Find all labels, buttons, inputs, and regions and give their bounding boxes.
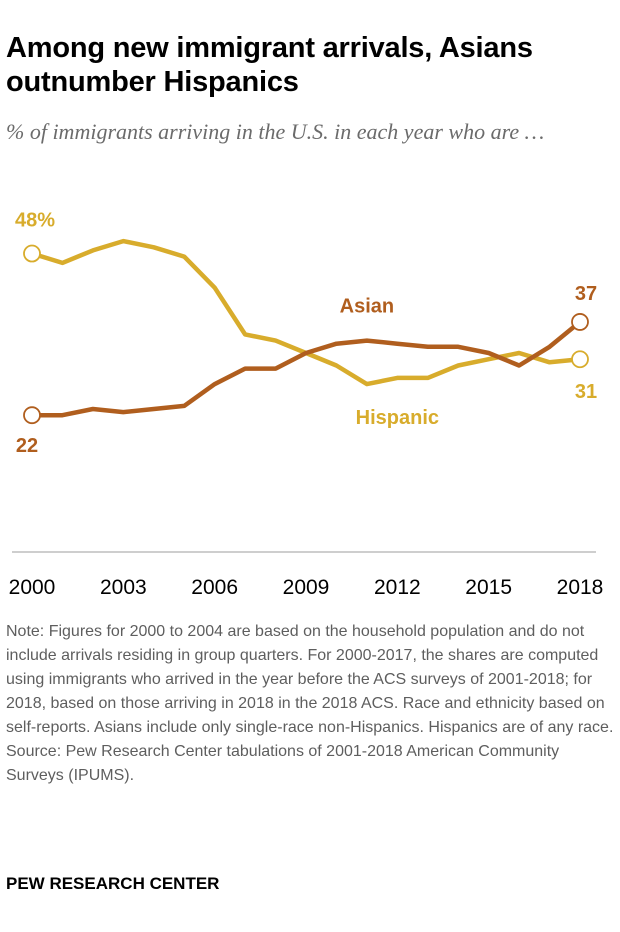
hispanic-start-label: 48% (15, 210, 55, 232)
asian-start-label: 22 (16, 435, 38, 457)
x-tick-label: 2003 (100, 576, 147, 599)
x-axis-ticks: 2000 2003 2006 2009 2012 2015 2018 (9, 576, 604, 599)
hispanic-end-marker (571, 350, 589, 369)
x-tick-label: 2015 (465, 576, 512, 599)
asian-end-marker (571, 313, 589, 331)
asian-series-label: Asian (340, 296, 394, 318)
asian-line (29, 319, 583, 418)
note-text: Note: Figures for 2000 to 2004 are based… (6, 623, 614, 736)
x-tick-label: 2009 (283, 576, 330, 599)
data-labels: 48% 22 37 31 Asian Hispanic (15, 210, 597, 458)
x-tick-label: 2012 (374, 576, 421, 599)
series-lines (29, 238, 583, 418)
line-chart: 2000 2003 2006 2009 2012 2015 2018 48% 22 37 3… (9, 210, 604, 599)
x-tick-label: 2000 (9, 576, 56, 599)
x-tick-label: 2018 (557, 576, 604, 599)
asian-end-label: 37 (575, 283, 597, 305)
hispanic-end-label: 31 (575, 381, 597, 403)
x-tick-label: 2006 (191, 576, 238, 599)
hispanic-line (29, 238, 583, 387)
asian-start-marker (23, 406, 41, 425)
organization-name: PEW RESEARCH CENTER (6, 874, 220, 893)
endpoint-markers (23, 244, 589, 425)
source-text: Source: Pew Research Center tabulations … (6, 743, 560, 784)
chart-notes: Note: Figures for 2000 to 2004 are based… (6, 620, 618, 788)
chart-subtitle: % of immigrants arriving in the U.S. in … (6, 119, 545, 144)
hispanic-start-marker (23, 244, 41, 263)
hispanic-series-label: Hispanic (356, 407, 439, 429)
chart-title: Among new immigrant arrivals, Asians out… (6, 32, 533, 98)
